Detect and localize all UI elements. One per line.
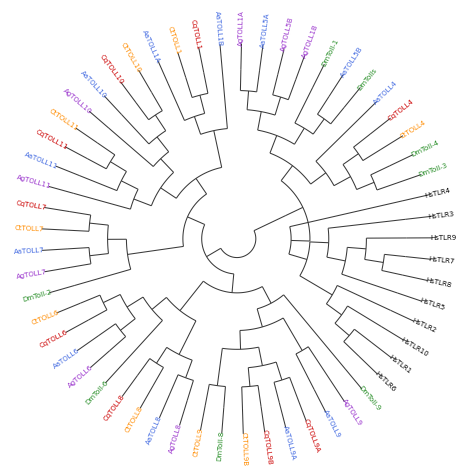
Text: CtTOLL9B: CtTOLL9B: [240, 431, 247, 466]
Text: CqTOLL8: CqTOLL8: [103, 393, 126, 422]
Text: CqTOLL1: CqTOLL1: [190, 19, 202, 50]
Text: CtTOLL6: CtTOLL6: [30, 309, 60, 326]
Text: CqTOLL7: CqTOLL7: [16, 200, 47, 211]
Text: CqTOLL6: CqTOLL6: [39, 329, 69, 349]
Text: AaTOLL10: AaTOLL10: [80, 69, 108, 99]
Text: AaTOLL8: AaTOLL8: [146, 415, 163, 445]
Text: AaTOLL5A: AaTOLL5A: [260, 12, 270, 48]
Text: CqTOLL9A: CqTOLL9A: [303, 418, 321, 454]
Text: AgTOLL5B: AgTOLL5B: [281, 16, 295, 52]
Text: AaTOLL4: AaTOLL4: [373, 80, 399, 106]
Text: CqTOLL9B: CqTOLL9B: [261, 429, 273, 466]
Text: AgTOLL11: AgTOLL11: [16, 175, 52, 190]
Text: AgTOLL1A: AgTOLL1A: [238, 10, 245, 46]
Text: DmToll-6: DmToll-6: [84, 379, 109, 406]
Text: HsTLR6: HsTLR6: [374, 370, 397, 393]
Text: AaTOLL6: AaTOLL6: [52, 347, 81, 369]
Text: HsTLR3: HsTLR3: [428, 211, 455, 219]
Text: HsTLR2: HsTLR2: [410, 317, 437, 334]
Text: AaTOLL1A: AaTOLL1A: [142, 29, 162, 64]
Text: AaTOLL11: AaTOLL11: [24, 151, 59, 170]
Text: DmToll-1: DmToll-1: [320, 38, 339, 68]
Text: DmToll-8: DmToll-8: [217, 431, 225, 461]
Text: AaTOLL9A: AaTOLL9A: [283, 425, 297, 461]
Text: DmToll-9: DmToll-9: [358, 385, 382, 412]
Text: AaTOLL7: AaTOLL7: [13, 247, 45, 255]
Text: AgTOLL8: AgTOLL8: [168, 422, 183, 454]
Text: DmTolls: DmTolls: [356, 67, 378, 91]
Text: AaTOLL5B: AaTOLL5B: [339, 45, 364, 79]
Text: CqTOLL11: CqTOLL11: [34, 129, 68, 150]
Text: CtTOLL8: CtTOLL8: [124, 405, 144, 433]
Text: DmToll-2: DmToll-2: [22, 289, 53, 303]
Text: CtTOLL1: CtTOLL1: [167, 26, 182, 56]
Text: AgTOLL10: AgTOLL10: [62, 87, 93, 115]
Text: CtTOLL9: CtTOLL9: [192, 427, 204, 457]
Text: AaTOLL9: AaTOLL9: [322, 409, 342, 439]
Text: HsTLR8: HsTLR8: [425, 277, 452, 288]
Text: AgTOLL6: AgTOLL6: [67, 364, 94, 389]
Text: DmToll-3: DmToll-3: [418, 162, 449, 178]
Text: CtTOLL7: CtTOLL7: [15, 225, 45, 232]
Text: CtTOLL4: CtTOLL4: [399, 119, 428, 139]
Text: HsTLR9: HsTLR9: [430, 235, 456, 241]
Text: AgTOLL1B: AgTOLL1B: [301, 23, 319, 59]
Text: DmToll-4: DmToll-4: [410, 140, 439, 159]
Text: CtTOLL10: CtTOLL10: [120, 41, 142, 74]
Text: HsTLR10: HsTLR10: [400, 337, 429, 357]
Text: CtTOLL11: CtTOLL11: [48, 108, 80, 132]
Text: AgTOLL9: AgTOLL9: [341, 398, 363, 427]
Text: CqTOLL4: CqTOLL4: [387, 98, 415, 122]
Text: CqTOLL10: CqTOLL10: [99, 53, 125, 86]
Text: HsTLR1: HsTLR1: [388, 354, 412, 375]
Text: AaTOLL1B: AaTOLL1B: [214, 11, 223, 47]
Text: HsTLR5: HsTLR5: [419, 298, 446, 312]
Text: HsTLR4: HsTLR4: [424, 187, 451, 198]
Text: HsTLR7: HsTLR7: [428, 256, 455, 265]
Text: AgTOLL7: AgTOLL7: [16, 268, 47, 279]
